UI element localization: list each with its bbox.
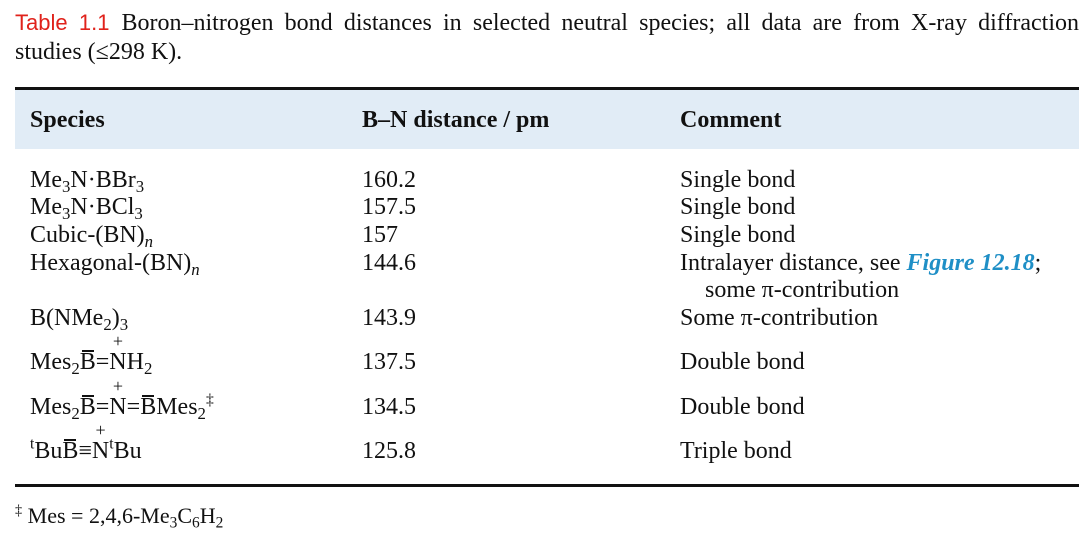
distance-cell: 125.8	[362, 438, 416, 464]
table-number: Table 1.1	[15, 10, 110, 35]
comment-cell: Single bond	[680, 167, 796, 193]
distance-cell: 157	[362, 222, 398, 248]
table-bottom-rule	[15, 484, 1079, 487]
figure-link[interactable]: Figure 12.18	[906, 250, 1035, 276]
comment-cell: Double bond	[680, 349, 805, 375]
comment-cell: Single bond	[680, 222, 796, 248]
comment-cell: Single bond	[680, 194, 796, 220]
species-cell: tBuB ≡N + tBu	[30, 420, 142, 464]
footnote: ‡ Mes = 2,4,6-Me3C6H2	[15, 502, 224, 532]
column-header-distance: B–N distance / pm	[362, 107, 550, 133]
distance-cell: 137.5	[362, 349, 416, 375]
species-cell: B(NMe2)3	[30, 305, 129, 335]
comment-cell: Triple bond	[680, 438, 792, 464]
table-caption: Table 1.1 Boron–nitrogen bond distances i…	[15, 8, 1079, 67]
distance-cell: 143.9	[362, 305, 416, 331]
caption-text: Boron–nitrogen bond distances in selecte…	[15, 10, 1079, 65]
distance-cell: 134.5	[362, 394, 416, 420]
table-top-rule	[15, 87, 1079, 90]
distance-cell: 157.5	[362, 194, 416, 220]
column-header-comment: Comment	[680, 107, 782, 133]
species-cell: Hexagonal-(BN)n	[30, 250, 200, 280]
species-cell: Me3N·BCl3	[30, 194, 143, 224]
comment-cell: Intralayer distance, see Figure 12.18;	[680, 250, 1042, 276]
distance-cell: 144.6	[362, 250, 416, 276]
comment-cell: Some π-contribution	[680, 305, 879, 331]
comment-cell: Double bond	[680, 394, 805, 420]
comment-cell-continuation: some π-contribution	[705, 277, 900, 303]
species-cell: Cubic-(BN)n	[30, 222, 154, 252]
species-cell: Mes2B =N + =B Mes2‡	[30, 376, 214, 424]
column-header-species: Species	[30, 107, 105, 133]
species-cell: Mes2B =N + H2	[30, 331, 153, 379]
table-header: Species B–N distance / pm Comment	[15, 90, 1079, 149]
distance-cell: 160.2	[362, 167, 416, 193]
species-cell: Me3N·BBr3	[30, 167, 145, 197]
